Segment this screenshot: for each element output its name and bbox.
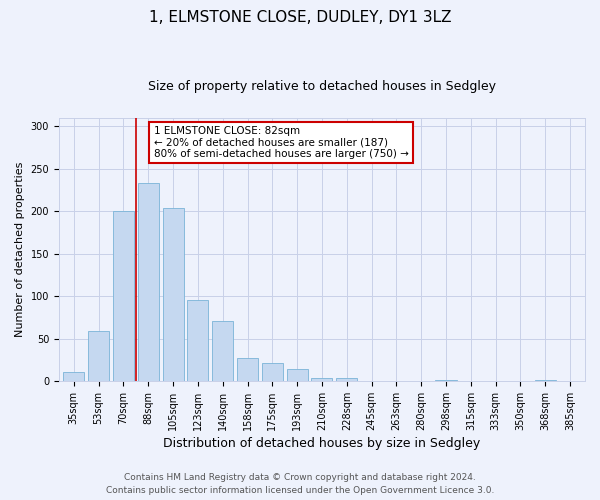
Bar — [262, 363, 283, 381]
Bar — [163, 208, 184, 381]
Bar — [63, 372, 85, 381]
Bar — [287, 369, 308, 381]
Bar — [212, 320, 233, 381]
Y-axis label: Number of detached properties: Number of detached properties — [15, 162, 25, 337]
Bar — [88, 331, 109, 381]
X-axis label: Distribution of detached houses by size in Sedgley: Distribution of detached houses by size … — [163, 437, 481, 450]
Bar — [535, 380, 556, 381]
Text: 1, ELMSTONE CLOSE, DUDLEY, DY1 3LZ: 1, ELMSTONE CLOSE, DUDLEY, DY1 3LZ — [149, 10, 451, 25]
Text: 1 ELMSTONE CLOSE: 82sqm
← 20% of detached houses are smaller (187)
80% of semi-d: 1 ELMSTONE CLOSE: 82sqm ← 20% of detache… — [154, 126, 409, 159]
Bar — [436, 380, 457, 381]
Bar — [137, 183, 159, 381]
Bar — [237, 358, 258, 381]
Bar — [187, 300, 208, 381]
Bar — [336, 378, 358, 381]
Bar — [311, 378, 332, 381]
Title: Size of property relative to detached houses in Sedgley: Size of property relative to detached ho… — [148, 80, 496, 93]
Bar — [113, 211, 134, 381]
Text: Contains HM Land Registry data © Crown copyright and database right 2024.
Contai: Contains HM Land Registry data © Crown c… — [106, 474, 494, 495]
